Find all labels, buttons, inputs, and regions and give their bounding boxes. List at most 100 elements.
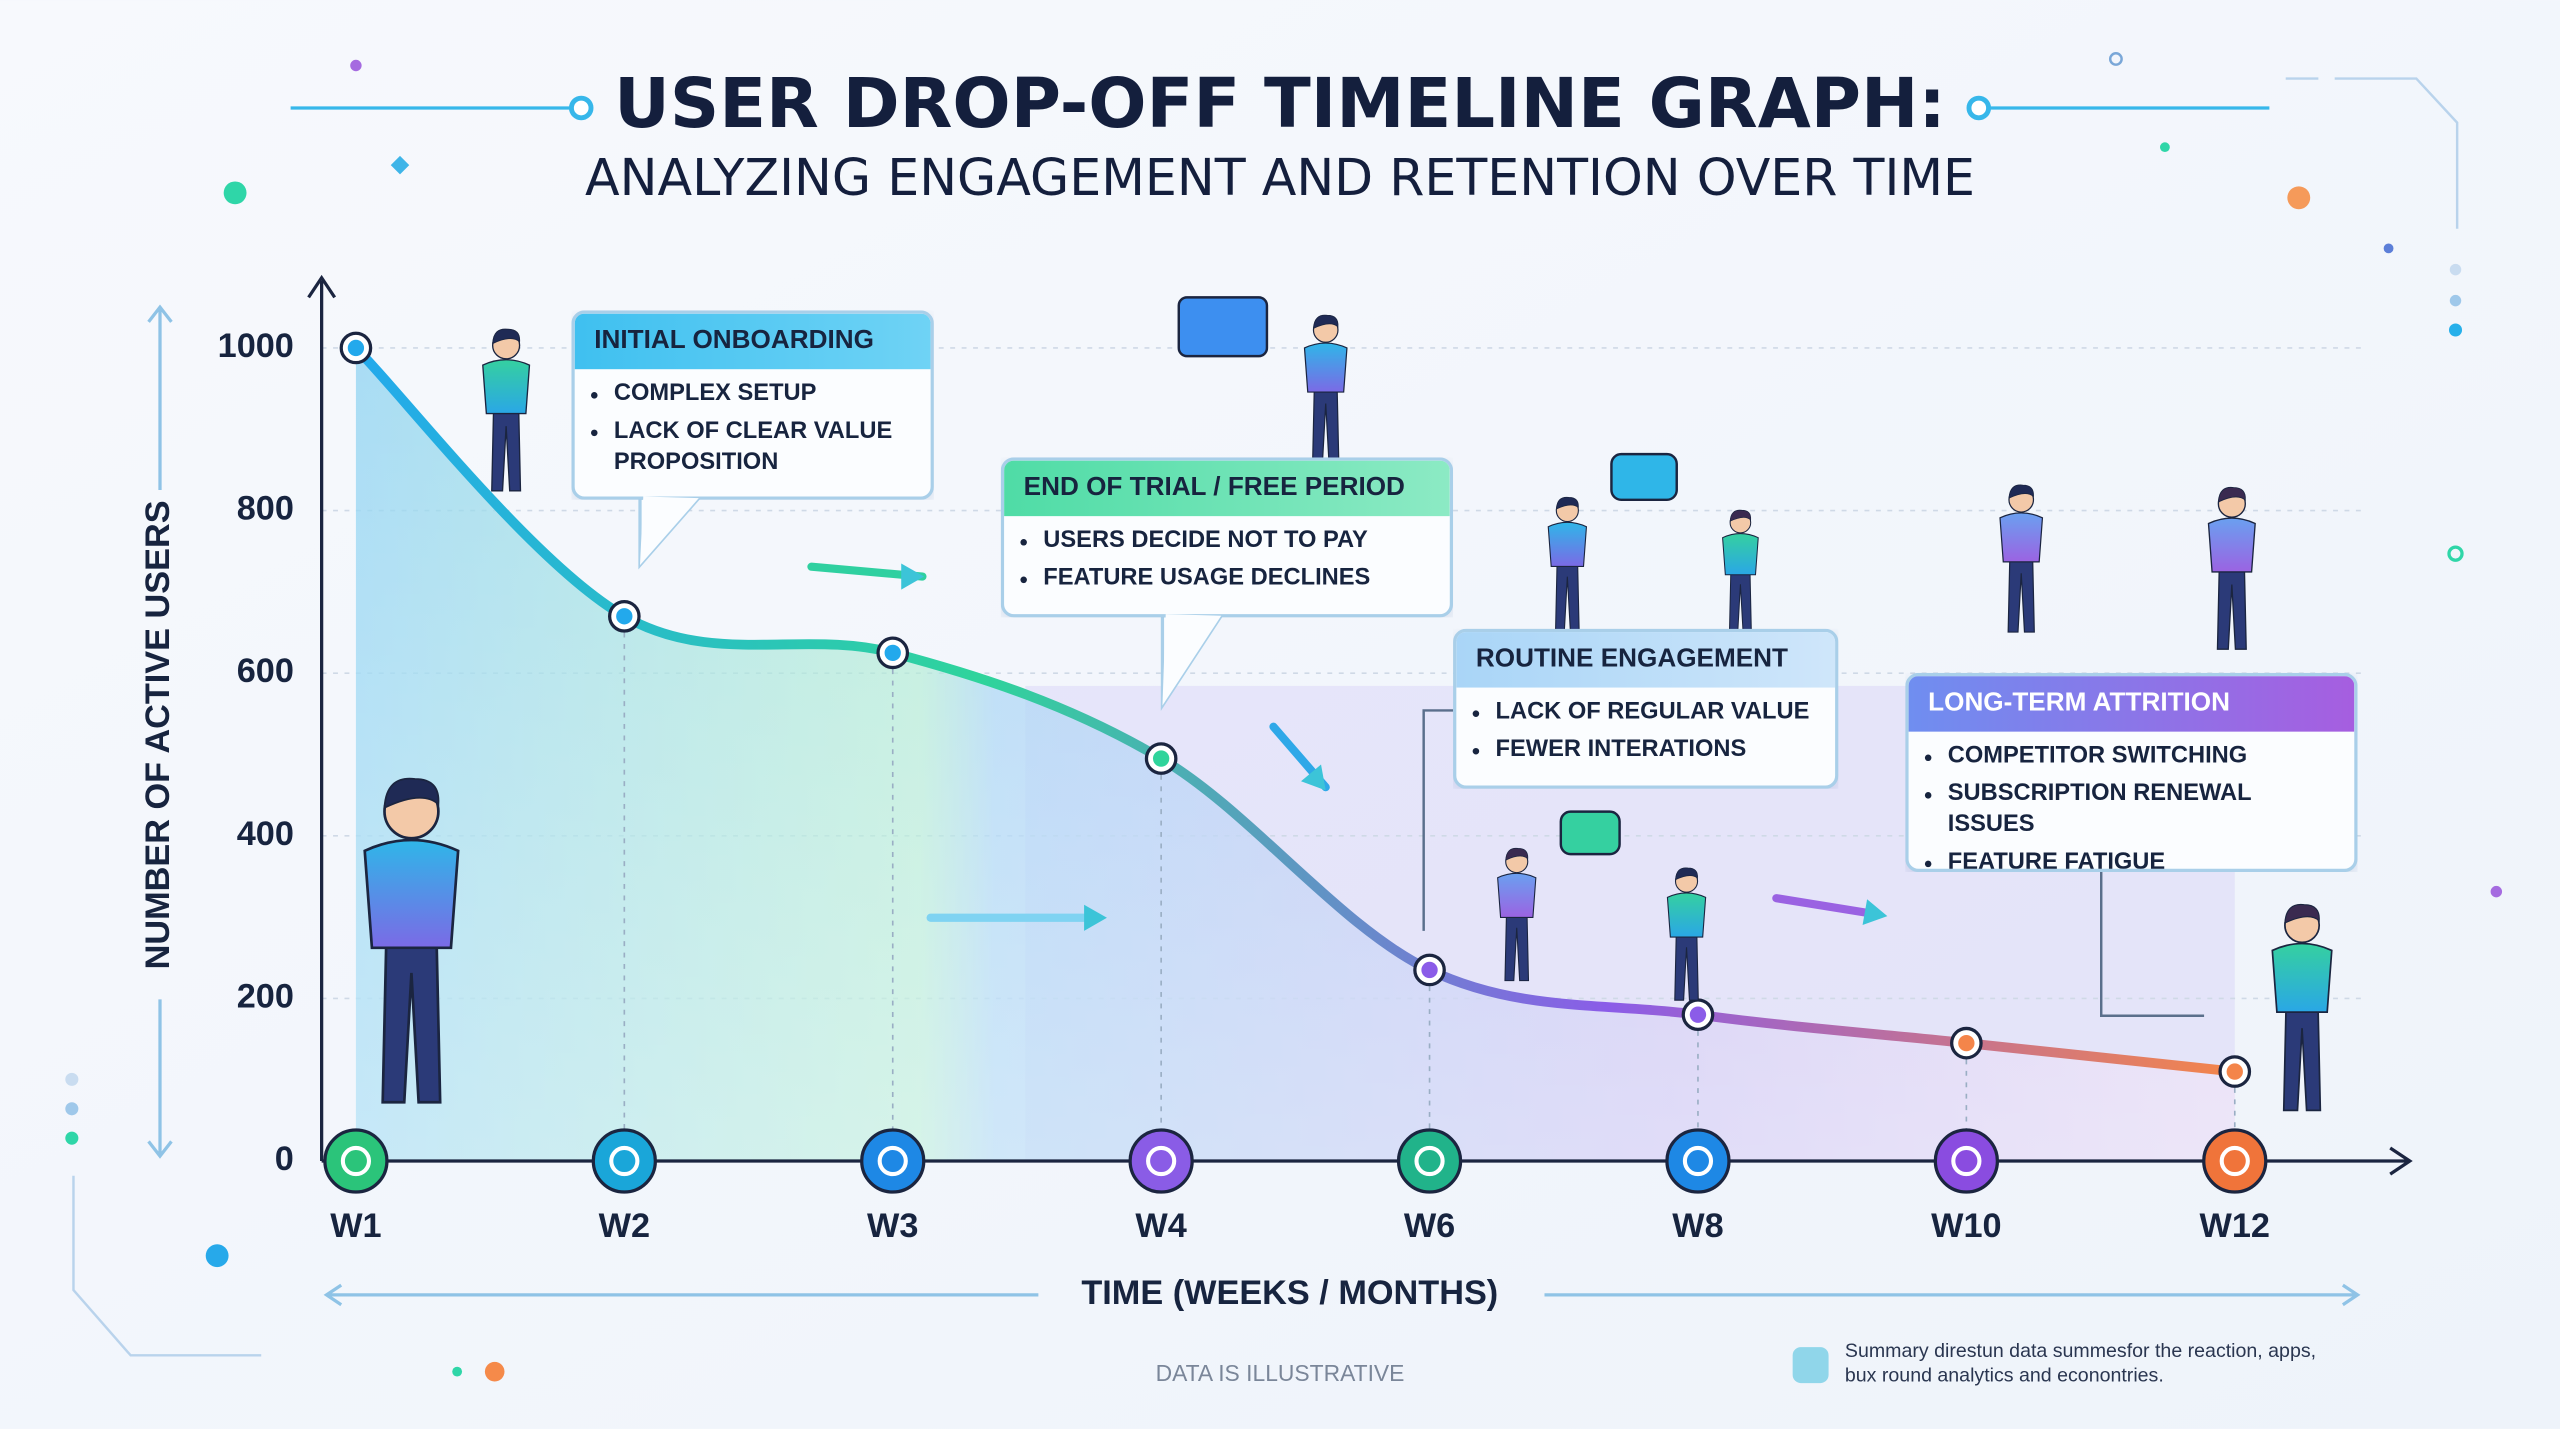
person-body [1547,521,1588,567]
x-tick-label: W4 [1135,1207,1186,1245]
x-axis [321,1146,2413,1176]
person-illustration [363,777,460,1104]
callout-tail-cover [1162,614,1222,706]
chart-title: USER DROP-OFF TIMELINE GRAPH: [614,64,1946,144]
callout-item: LACK OF REGULAR VALUE [1496,697,1819,728]
axis-icon-glyph [1951,1145,1982,1177]
callout-list: COMPETITOR SWITCHING SUBSCRIPTION RENEWAL… [1909,741,2355,869]
person-hair [1555,496,1579,510]
x-tick-label: W8 [1672,1207,1723,1245]
point-core [884,644,901,662]
axis-icon-glyph [609,1145,640,1177]
person-hair [383,777,440,810]
flow-arrow-head [901,563,925,590]
callout-tail-cover [640,496,699,566]
callout-title: ROUTINE ENGAGEMENT [1456,632,1836,688]
callout-list: USERS DECIDE NOT TO PAY FEATURE USAGE DEC… [1004,526,1450,595]
axis-icon [1128,1128,1194,1194]
callout-frame: END OF TRIAL / FREE PERIOD USERS DECIDE N… [1001,457,1453,617]
person-body [2271,942,2333,1013]
person-legs [2216,567,2247,650]
callout-frame: INITIAL ONBOARDING COMPLEX SETUP LACK OF C… [571,310,933,499]
person-illustration [1497,847,1537,982]
y-tick-label: 0 [275,1140,294,1178]
person-body [1303,342,1348,393]
callout-item: LACK OF CLEAR VALUE PROPOSITION [614,417,914,479]
axis-icon [1665,1128,1731,1194]
callout-item: FEATURE USAGE DECLINES [1043,563,1433,594]
axis-icon-glyph [2219,1145,2250,1177]
y-tick-label: 200 [237,977,294,1015]
person-body [1497,872,1537,918]
callout-list: COMPLEX SETUP LACK OF CLEAR VALUE PROPOSI… [575,379,931,479]
person-hair [2217,486,2246,503]
axis-icon [591,1128,657,1194]
y-tick-label: 800 [237,490,294,528]
x-tick-label: W2 [599,1207,650,1245]
chart-subtitle: ANALYZING ENGAGEMENT AND RETENTION OVER … [585,148,1975,207]
title-rule-dot [1966,95,1992,121]
person-illustration [2207,486,2256,650]
callout-connector [2100,872,2205,1017]
axis-icon [2202,1128,2268,1194]
x-tick-label: W3 [867,1207,918,1245]
person-hair [2008,484,2034,499]
area-fade [355,347,2235,1162]
y-tick-label: 400 [237,815,294,853]
x-tick-label: W6 [1404,1207,1455,1245]
flow-arrow [1772,894,1882,919]
point-core [1958,1034,1975,1052]
axis-icon [860,1128,926,1194]
axis-icon-glyph [877,1145,908,1177]
person-legs [2282,1006,2322,1112]
decor-dots [65,52,2503,1382]
person-legs [1674,933,1699,1001]
axis-icon [1933,1128,2000,1194]
card-illustration [1177,296,1269,358]
x-axis-label: TIME (WEEKS / MONTHS) [1081,1274,1498,1312]
summary-line: bux round analytics and econontries. [1845,1365,2164,1387]
flow-arrow-head [1084,904,1107,931]
flow-arrow-head [1301,764,1326,791]
x-tick-label: W10 [1931,1207,2001,1245]
axis-icon [1396,1128,1463,1194]
decor-frame [72,77,2459,1357]
title-rule-dot [568,95,594,121]
axis-icon-glyph [1682,1145,1714,1177]
person-illustration [1666,867,1707,1001]
point-core [1152,750,1170,767]
point-core [1689,1006,1707,1023]
axis-icon [323,1128,389,1194]
person-body [2207,517,2256,573]
person-body [1666,892,1707,938]
summary-line: Summary direstun data summesfor the reac… [1845,1340,2316,1362]
callout: END OF TRIAL / FREE PERIOD USERS DECIDE N… [1000,457,1454,618]
point-core [616,608,633,625]
person-illustration [482,328,531,492]
flow-arrow-head [1862,899,1888,926]
person-legs [2007,557,2035,633]
person-body [1722,533,1759,576]
x-label-arrows [323,1283,2361,1307]
chat-bubble [1559,810,1621,856]
plot: 0 200 400 600 800 1000 W1 W2 W3 W4 W6 W8 W10 W12 INITI… [218,278,2410,1245]
axis-icon-glyph [340,1145,372,1177]
person-legs [381,939,442,1104]
y-label-arrows [147,304,173,1159]
y-axis-label: NUMBER OF ACTIVE USERS [139,500,177,969]
callout-frame: LONG-TERM ATTRITION COMPETITOR SWITCHING S… [1905,673,2357,872]
person-legs [491,409,522,492]
x-tick-label: W1 [330,1207,381,1245]
person-hair [2284,903,2320,924]
callout-title: LONG-TERM ATTRITION [1908,676,2355,732]
person-hair [1675,867,1698,881]
person-hair [1313,314,1339,330]
callout-item: SUBSCRIPTION RENEWAL ISSUES [1948,779,2338,841]
person-illustration [1722,509,1759,635]
chat-bubble [1610,452,1678,502]
point-core [2226,1063,2243,1080]
y-tick-label: 600 [237,652,294,690]
callout-title: END OF TRIAL / FREE PERIOD [1004,460,1450,517]
